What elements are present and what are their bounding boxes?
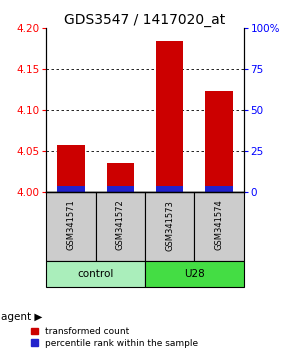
Bar [205,186,233,192]
Bar [194,192,244,261]
Title: GDS3547 / 1417020_at: GDS3547 / 1417020_at [64,13,226,27]
Bar [96,192,145,261]
Bar [46,261,145,287]
Text: GSM341571: GSM341571 [66,200,76,250]
Text: control: control [77,269,114,279]
Text: U28: U28 [184,269,205,279]
Bar [145,192,194,261]
Bar [46,192,96,261]
Bar [156,186,183,192]
Legend: transformed count, percentile rank within the sample: transformed count, percentile rank withi… [31,327,198,348]
Bar [57,145,85,192]
Bar [107,162,134,192]
Bar [205,91,233,192]
Text: agent ▶: agent ▶ [1,312,43,322]
Bar [156,41,183,192]
Text: GSM341572: GSM341572 [116,200,125,250]
Bar [145,261,244,287]
Bar [107,186,134,192]
Bar [57,186,85,192]
Text: GSM341574: GSM341574 [214,200,224,250]
Text: GSM341573: GSM341573 [165,200,174,251]
